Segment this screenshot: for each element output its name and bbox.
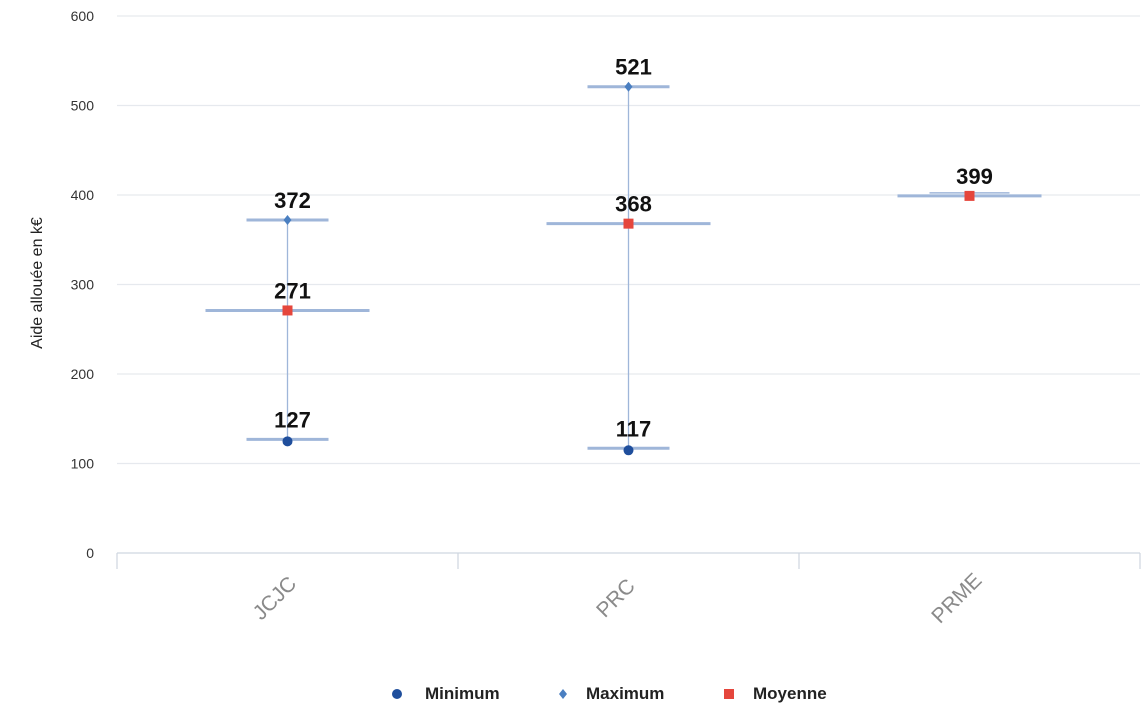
legend-label-maximum: Maximum xyxy=(586,684,664,703)
data-label-mean-jcjc: 271 xyxy=(274,278,311,303)
axes: 0 100 200 300 400 500 600 JCJC PRC PRME xyxy=(71,8,1141,628)
x-tick-label-prc: PRC xyxy=(592,575,640,623)
min-point-prc xyxy=(623,445,634,456)
mean-point-prc xyxy=(623,218,634,229)
mean-point-jcjc xyxy=(282,305,293,316)
legend-marker-moyenne xyxy=(724,689,734,699)
y-tick-label-100: 100 xyxy=(71,456,95,472)
data-labels: 127 372 271 117 521 368 399 xyxy=(274,55,993,442)
y-tick-label-200: 200 xyxy=(71,366,95,382)
max-point-prc xyxy=(624,81,633,92)
x-tick-label-prme: PRME xyxy=(927,569,986,628)
data-label-mean-prme: 399 xyxy=(956,164,993,189)
data-label-min-prc: 117 xyxy=(616,416,652,441)
legend-marker-maximum xyxy=(559,689,567,699)
max-point-jcjc xyxy=(283,215,292,226)
legend-marker-minimum xyxy=(392,689,402,699)
legend: Minimum Maximum Moyenne xyxy=(392,684,827,703)
x-tick-label-jcjc: JCJC xyxy=(249,572,302,625)
legend-label-moyenne: Moyenne xyxy=(753,684,827,703)
y-axis-title: Aide allouée en k€ xyxy=(29,217,46,349)
min-point-jcjc xyxy=(282,436,293,447)
y-tick-label-300: 300 xyxy=(71,277,95,293)
y-tick-label-500: 500 xyxy=(71,98,95,114)
data-label-mean-prc: 368 xyxy=(615,192,652,217)
legend-label-minimum: Minimum xyxy=(425,684,500,703)
mean-point-prme xyxy=(964,190,975,201)
data-label-min-jcjc: 127 xyxy=(274,407,311,432)
markers xyxy=(282,81,975,456)
y-tick-label-600: 600 xyxy=(71,8,95,24)
data-label-max-prc: 521 xyxy=(615,55,652,80)
y-tick-label-400: 400 xyxy=(71,187,95,203)
data-label-max-jcjc: 372 xyxy=(274,188,311,213)
y-tick-label-0: 0 xyxy=(86,545,94,561)
whiskers xyxy=(205,85,1042,450)
